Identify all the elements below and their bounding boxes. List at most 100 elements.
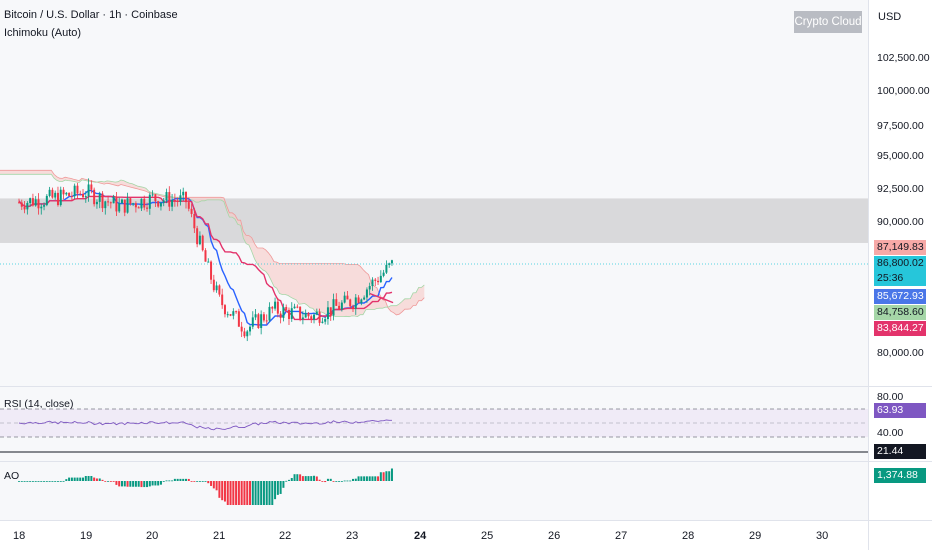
- candle-body: [352, 306, 354, 309]
- ao-bar: [148, 481, 151, 487]
- watermark-logo: Crypto Cloud: [794, 11, 862, 33]
- time-axis-label: 25: [481, 530, 494, 542]
- rsi-axis-label: 40.00: [877, 427, 904, 439]
- candle-body: [329, 307, 332, 316]
- price-axis-label: 90,000.00: [877, 216, 924, 228]
- candle-body: [59, 189, 62, 206]
- ao-bar: [360, 476, 363, 481]
- ao-bar: [31, 481, 34, 482]
- ao-label[interactable]: AO: [4, 470, 20, 482]
- leading-span-b-badge: 87,149.83: [874, 240, 926, 255]
- candle-body: [84, 196, 87, 198]
- ao-bar: [73, 477, 76, 481]
- candle-body: [132, 203, 135, 205]
- ao-bar: [388, 471, 391, 481]
- ao-bar: [95, 478, 98, 481]
- ao-bar: [299, 474, 302, 481]
- candle-body: [268, 306, 271, 321]
- ao-bar: [56, 481, 59, 482]
- ao-bar: [176, 478, 179, 481]
- rsi-label[interactable]: RSI (14, close): [4, 398, 74, 410]
- candle-body: [98, 193, 101, 202]
- crosshair-value-badge: 21.44: [874, 444, 926, 459]
- candle-body: [382, 272, 385, 276]
- ao-bar: [257, 481, 260, 505]
- ao-bar: [165, 480, 168, 482]
- candle-body: [271, 306, 274, 309]
- rsi-axis-label: 80.00: [877, 391, 904, 403]
- candle-body: [251, 317, 254, 327]
- time-axis-label: 18: [13, 530, 26, 542]
- ao-bar: [137, 481, 140, 487]
- candle-body: [246, 331, 249, 337]
- candle-body: [129, 198, 132, 204]
- candle-body: [23, 206, 26, 210]
- leading-span-a-badge: 84,758.60: [874, 305, 926, 320]
- candle-body: [37, 199, 40, 209]
- ao-bar: [84, 475, 87, 481]
- time-axis-label-current: 24: [414, 530, 427, 542]
- ao-bar: [357, 476, 360, 481]
- price-axis-label: 92,500.00: [877, 183, 924, 195]
- candle-body: [176, 200, 179, 202]
- ao-bar: [123, 481, 126, 487]
- candle-body: [274, 301, 277, 309]
- ao-bar: [23, 481, 26, 482]
- candle-body: [354, 297, 357, 309]
- plot-background: [0, 0, 868, 520]
- ao-bar: [377, 476, 380, 481]
- ao-bar: [98, 478, 101, 481]
- candle-body: [137, 207, 140, 209]
- ao-bar: [346, 480, 349, 482]
- indicator-label[interactable]: Ichimoku (Auto): [4, 27, 82, 39]
- ao-bar: [282, 481, 285, 488]
- candle-body: [260, 314, 263, 329]
- ao-bar: [251, 481, 254, 505]
- candle-body: [90, 184, 93, 190]
- candle-body: [173, 199, 176, 201]
- candle-body: [212, 279, 215, 291]
- currency-label[interactable]: USD: [878, 11, 902, 23]
- ao-bar: [254, 481, 257, 505]
- candle-body: [26, 203, 29, 210]
- candle-body: [115, 196, 118, 212]
- candle-body: [338, 305, 341, 310]
- ao-bar: [37, 481, 40, 482]
- ao-bar: [51, 481, 54, 482]
- candle-body: [104, 201, 107, 209]
- ao-bar: [371, 476, 374, 481]
- leading-span-a-line: [0, 173, 425, 318]
- symbol-title[interactable]: Bitcoin / U.S. Dollar · 1h · Coinbase: [4, 9, 178, 21]
- candle-body: [324, 319, 327, 322]
- candle-body: [18, 202, 20, 204]
- ao-bar: [201, 481, 204, 482]
- time-axis-label: 19: [80, 530, 93, 542]
- candle-body: [223, 305, 226, 315]
- ao-bar: [276, 481, 279, 495]
- candle-body: [218, 285, 221, 295]
- candle-body: [87, 184, 90, 197]
- candle-body: [363, 297, 366, 300]
- ao-bar: [293, 474, 296, 481]
- candle-body: [215, 285, 218, 291]
- time-axis-label: 21: [213, 530, 226, 542]
- ao-bar: [185, 478, 187, 481]
- ao-bar: [246, 481, 249, 505]
- ao-bar: [20, 481, 23, 482]
- candle-body: [390, 260, 393, 264]
- candle-body: [365, 289, 368, 298]
- ao-bar: [304, 476, 307, 481]
- candle-body: [45, 195, 48, 206]
- candle-body: [371, 279, 374, 287]
- ao-bar: [313, 475, 316, 481]
- candle-body: [162, 200, 165, 203]
- candle-body: [313, 314, 316, 320]
- ao-bar: [279, 481, 282, 494]
- candle-body: [343, 295, 346, 303]
- ao-bar: [107, 480, 110, 482]
- ao-bar: [70, 477, 73, 481]
- ichimoku-cloud: [0, 170, 425, 317]
- candle-body: [249, 326, 252, 332]
